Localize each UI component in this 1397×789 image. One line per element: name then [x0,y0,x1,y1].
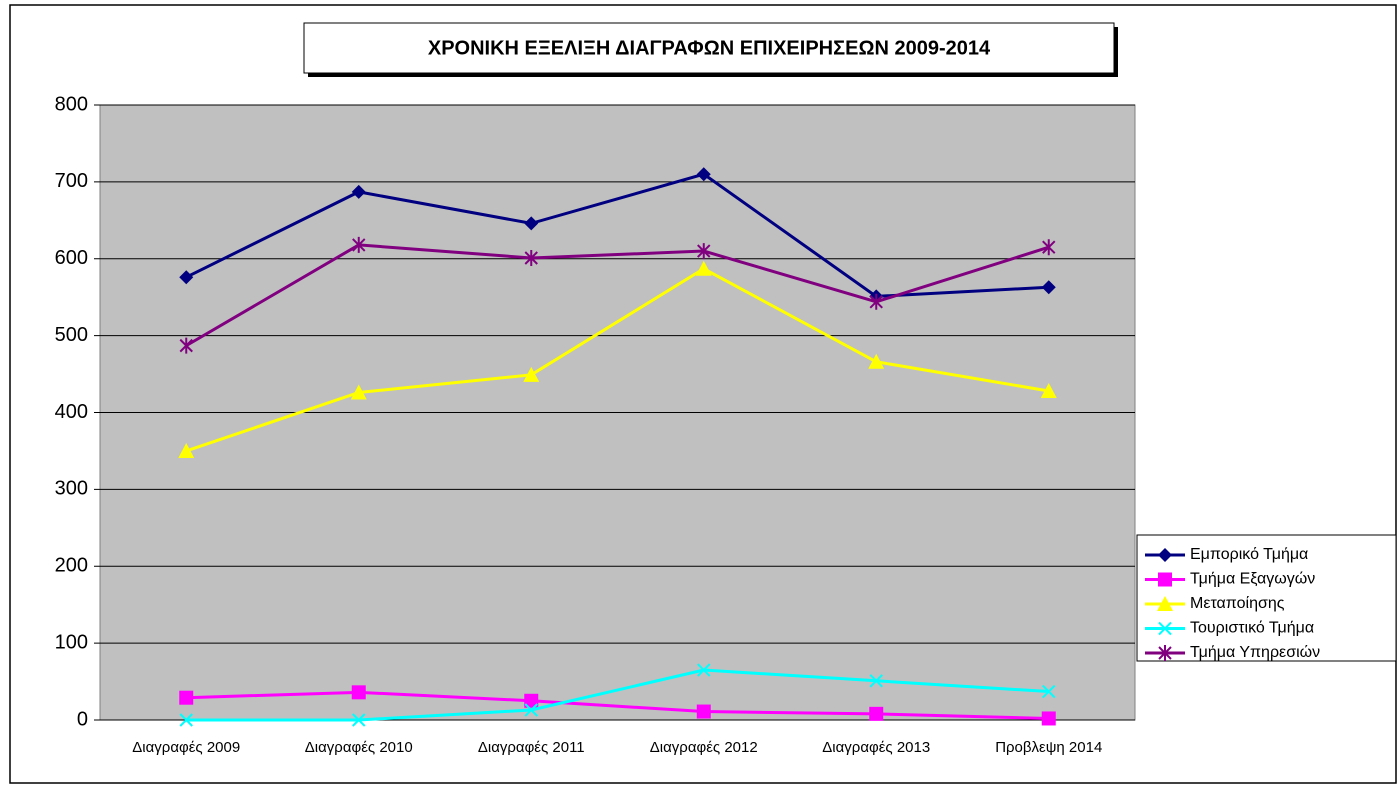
marker [1158,645,1172,661]
marker [869,293,883,310]
marker [524,693,539,708]
marker [1040,382,1057,398]
marker [1042,239,1056,256]
marker [178,442,195,458]
legend-label: Τμήμα Εξαγωγών [1190,571,1315,588]
x-tick-label: Διαγραφές 2010 [305,739,413,756]
y-tick-label: 200 [55,555,88,577]
title-box [303,22,1115,74]
x-tick-label: Διαγραφές 2012 [650,739,758,756]
marker [351,685,366,700]
y-tick-label: 500 [55,324,88,346]
chart-title: ΧΡΟΝΙΚΗ ΕΞΕΛΙΞΗ ΔΙΑΓΡΑΦΩΝ ΕΠΙΧΕΙΡΗΣΕΩΝ 2… [428,37,991,59]
legend-label: Εμπορικό Τμήμα [1190,546,1308,563]
marker [524,216,539,231]
marker [179,690,194,705]
marker [352,713,366,727]
x-tick-label: Διαγραφές 2009 [132,739,240,756]
marker [350,384,367,400]
y-tick-label: 400 [55,401,88,423]
series-line [185,172,1049,298]
x-tick-label: Διαγραφές 2013 [822,739,930,756]
marker [696,704,711,719]
y-tick-label: 300 [55,478,88,500]
legend-label: Μεταποίησης [1190,595,1285,612]
marker [1041,280,1056,295]
marker [1157,596,1173,611]
marker [179,270,194,285]
y-tick-label: 0 [77,708,88,730]
marker [1158,621,1172,636]
marker [1158,548,1172,562]
marker [524,703,538,717]
marker [351,184,366,199]
y-tick-label: 700 [55,170,88,192]
x-tick-label: Προβλεψη 2014 [995,739,1102,756]
series-line [186,690,1049,720]
marker [524,249,538,266]
marker [1041,711,1056,726]
marker [1158,572,1172,587]
marker [523,366,540,382]
marker [868,353,885,369]
series-line [185,243,1050,347]
marker [352,236,366,253]
x-tick-label: Διαγραφές 2011 [478,739,585,756]
marker [697,243,711,260]
legend-label: Τμήμα Υπηρεσιών [1190,644,1320,661]
marker [696,167,711,182]
y-tick-label: 100 [55,631,88,653]
marker [697,663,711,677]
marker [179,713,193,727]
legend-label: Τουριστικό Τμήμα [1190,620,1314,637]
marker [869,674,883,688]
marker [695,260,712,276]
series-line [185,267,1050,453]
y-tick-label: 600 [55,247,88,269]
marker [1042,684,1056,699]
marker [869,706,884,721]
y-tick-label: 800 [55,93,88,115]
series-line [186,668,1049,722]
marker [179,337,193,354]
